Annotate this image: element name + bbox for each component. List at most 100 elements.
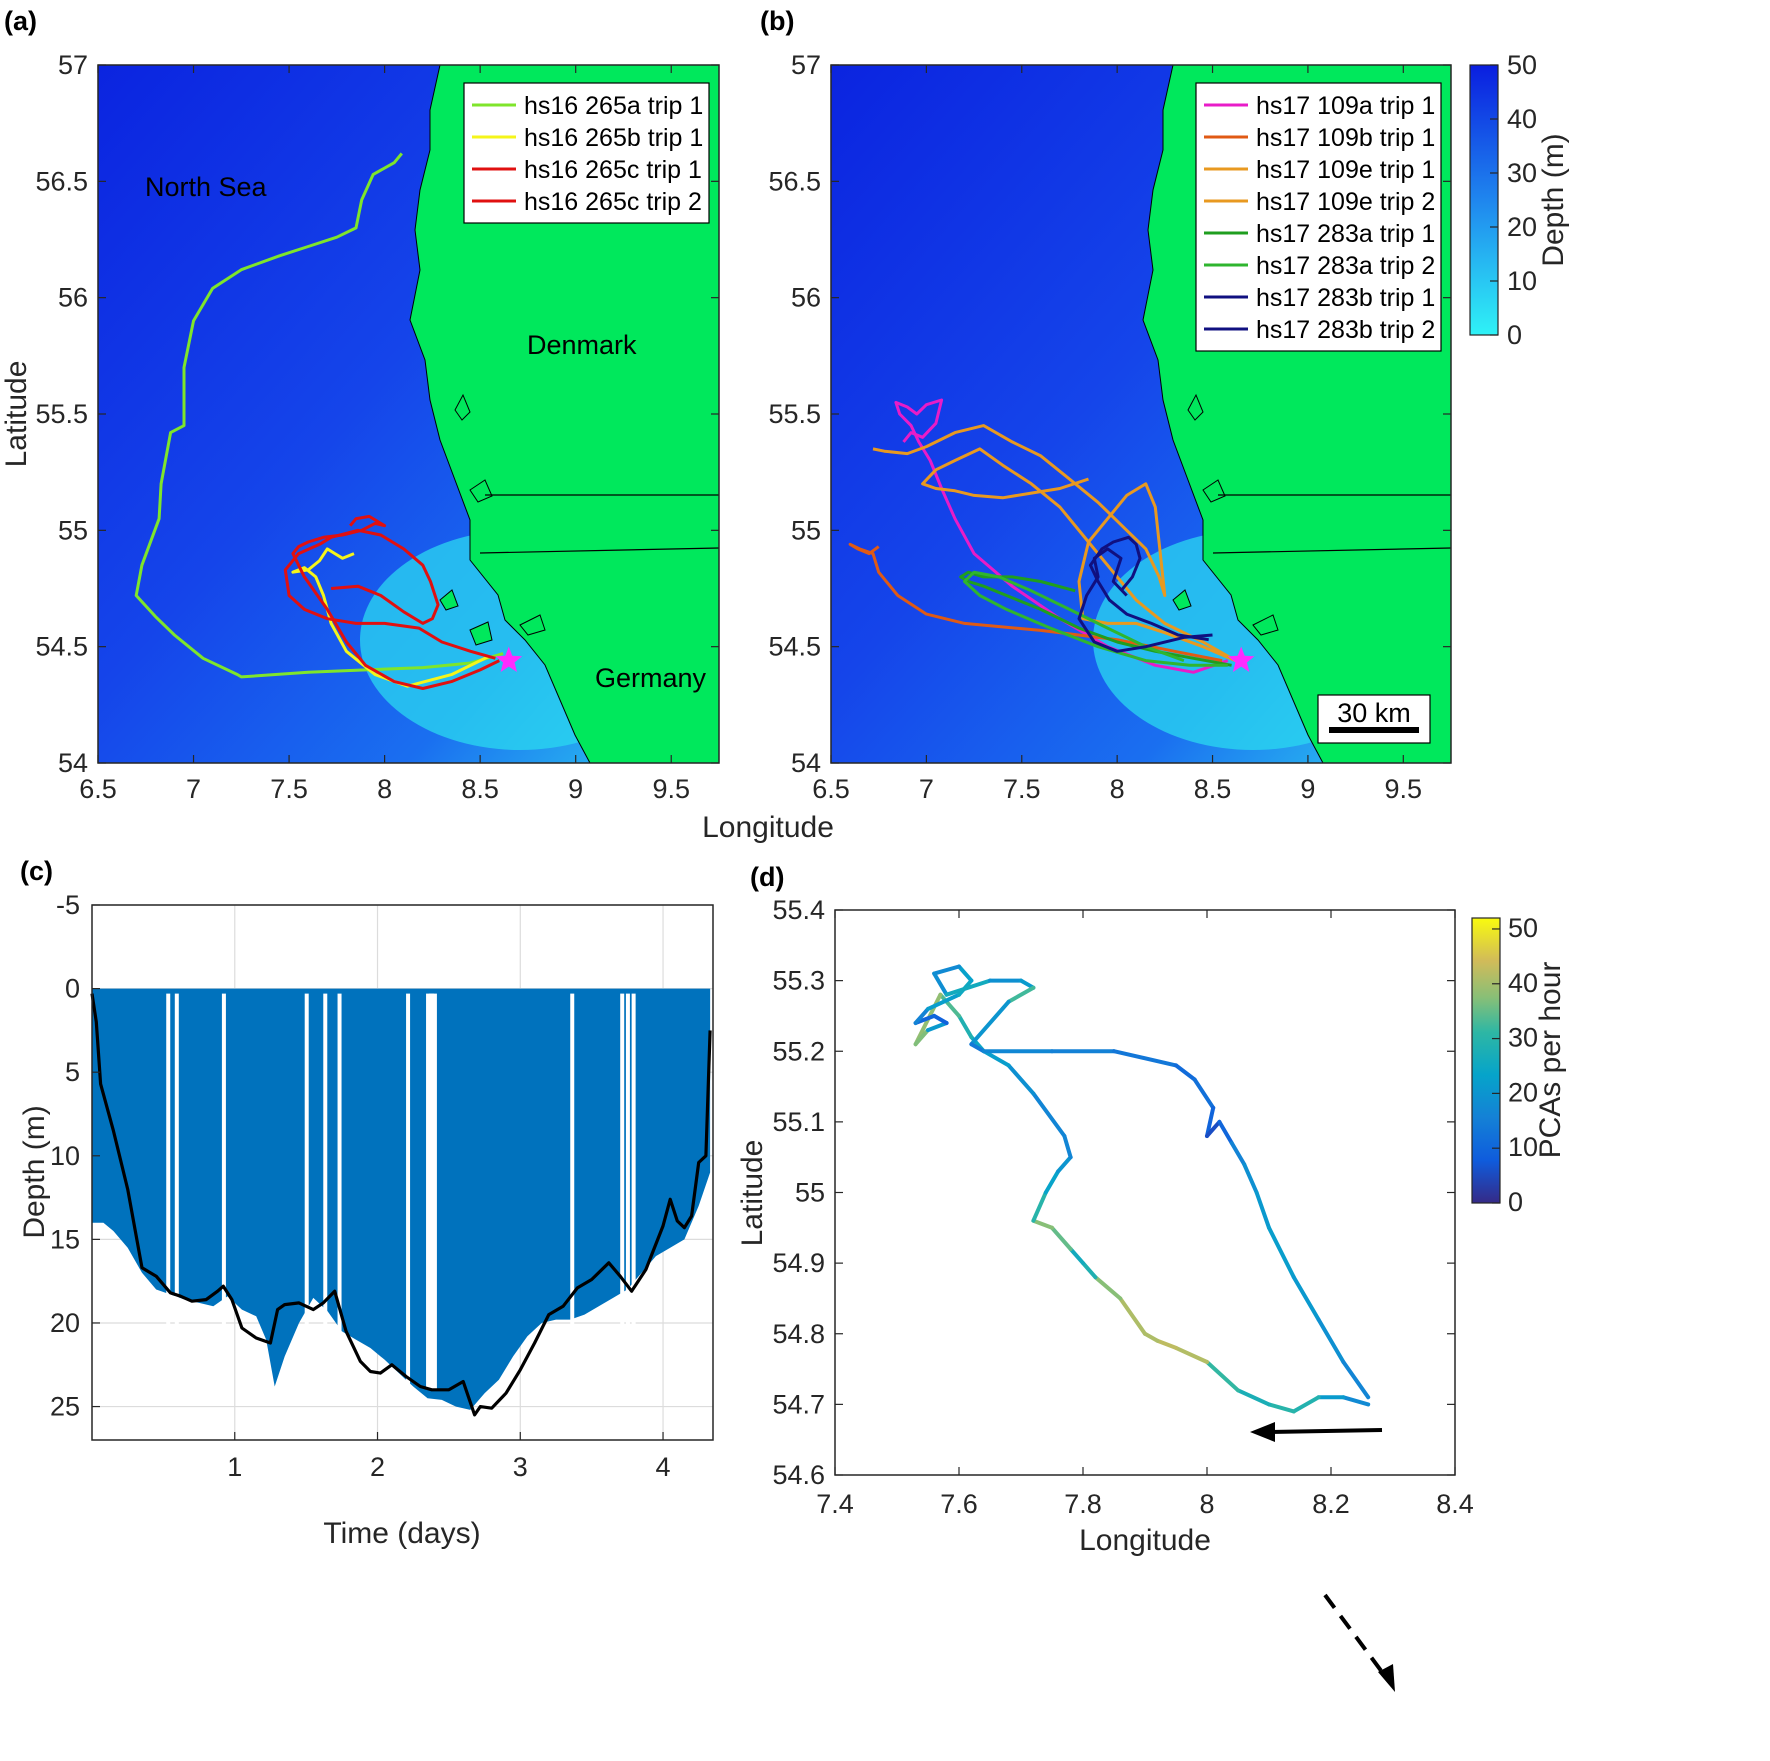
y-tick-label: 25 bbox=[50, 1392, 80, 1422]
x-tick-label: 9.5 bbox=[652, 774, 690, 804]
pca-colorbar-label: PCAs per hour bbox=[1534, 962, 1567, 1159]
x-axis-label: Time (days) bbox=[323, 1517, 480, 1550]
track-segment bbox=[944, 978, 992, 997]
x-tick-label: 8 bbox=[377, 774, 392, 804]
y-tick-label: 54 bbox=[791, 748, 821, 778]
track-segment bbox=[1031, 1091, 1067, 1138]
track-segment bbox=[1155, 1338, 1178, 1350]
panel-label-b: (b) bbox=[760, 6, 794, 36]
dashed-arrow bbox=[1323, 1593, 1390, 1682]
track-segment bbox=[1174, 1063, 1197, 1082]
depth-colorbar-label: Depth (m) bbox=[1537, 133, 1570, 266]
star-marker bbox=[495, 646, 523, 672]
track-segment bbox=[1291, 1395, 1321, 1414]
depth-colorbar-ticks: 0 10 20 30 40 50 bbox=[1490, 50, 1537, 350]
y-tick-label: 5 bbox=[65, 1057, 80, 1087]
arrow-head bbox=[1378, 1664, 1395, 1692]
island bbox=[454, 393, 471, 421]
colorbar-tick-label: 50 bbox=[1508, 913, 1538, 943]
colorbar-tick-label: 0 bbox=[1508, 1187, 1523, 1217]
dive-profile-panel: 1 2 3 4 -5 0 5 10 15 20 25 Time (days) Depth (m) bbox=[18, 890, 714, 1550]
x-tick-label: 3 bbox=[513, 1452, 528, 1482]
label-germany: Germany bbox=[595, 663, 707, 693]
track-segment bbox=[1205, 1105, 1216, 1138]
surface-interval bbox=[406, 993, 411, 1390]
island bbox=[519, 614, 546, 636]
track-segment bbox=[1341, 1395, 1371, 1407]
y-tick-label: 54.9 bbox=[772, 1248, 825, 1278]
legend-entry: hs16 265a trip 1 bbox=[524, 92, 703, 120]
track-3 bbox=[921, 447, 1233, 660]
track-segment bbox=[1217, 1119, 1234, 1146]
island bbox=[1187, 393, 1204, 421]
y-tick-label: 54.5 bbox=[768, 632, 821, 662]
track-segment bbox=[1043, 1169, 1061, 1195]
y-tick-label: 54.8 bbox=[772, 1319, 825, 1349]
colorbar-tick-label: 10 bbox=[1508, 1132, 1538, 1162]
island bbox=[1202, 479, 1226, 503]
map-x-axis-label: Longitude bbox=[702, 811, 834, 844]
y-tick-label: 55 bbox=[58, 515, 88, 545]
y-tick-label: 56 bbox=[58, 283, 88, 313]
track-segment bbox=[1143, 1331, 1160, 1343]
track-segment bbox=[1174, 1345, 1209, 1364]
track-segment bbox=[913, 1006, 930, 1025]
track-segment bbox=[957, 964, 974, 983]
y-tick-label: 54.6 bbox=[772, 1460, 825, 1490]
track-segment bbox=[1112, 1049, 1178, 1068]
border-line bbox=[1212, 547, 1451, 554]
panel-label-a: (a) bbox=[4, 6, 37, 36]
track-segment bbox=[969, 1042, 986, 1054]
x-tick-label: 8.5 bbox=[461, 774, 499, 804]
colorbar-tick-label: 20 bbox=[1508, 1077, 1538, 1107]
track-segment bbox=[1341, 1360, 1371, 1400]
pca-colorbar-bar bbox=[1471, 917, 1501, 1204]
x-tick-label: 7 bbox=[919, 774, 934, 804]
legend-entry: hs17 283b trip 1 bbox=[1256, 284, 1435, 312]
track-segment bbox=[932, 1013, 949, 1025]
colorbar-tick-label: 40 bbox=[1508, 968, 1538, 998]
y-tick-label: 15 bbox=[50, 1224, 80, 1254]
track-segment bbox=[1050, 1225, 1073, 1251]
tagging-site-star bbox=[495, 646, 523, 672]
island bbox=[1252, 614, 1279, 636]
surface-interval bbox=[166, 993, 171, 1390]
track-segment bbox=[1031, 1218, 1054, 1230]
surface-interval bbox=[570, 993, 575, 1390]
track-segment bbox=[1267, 1402, 1296, 1414]
legend-entry: hs16 265c trip 2 bbox=[524, 188, 702, 216]
y-tick-label: 56.5 bbox=[35, 166, 88, 196]
scale-bar-label: 30 km bbox=[1337, 698, 1411, 728]
surface-interval bbox=[221, 993, 226, 1390]
x-tick-label: 4 bbox=[656, 1452, 671, 1482]
track-segment bbox=[1291, 1275, 1321, 1322]
label-denmark: Denmark bbox=[527, 330, 637, 360]
island bbox=[439, 589, 459, 611]
legend-entry: hs17 283a trip 1 bbox=[1256, 220, 1435, 248]
plot-frame bbox=[91, 904, 714, 1441]
track-segment bbox=[938, 992, 961, 1018]
track-segment bbox=[1267, 1225, 1296, 1280]
legend-a: hs16 265a trip 1 hs16 265b trip 1 hs16 265… bbox=[463, 82, 710, 224]
track-segment bbox=[957, 1013, 974, 1040]
scale-bar-box bbox=[1317, 694, 1431, 744]
y-tick-label: 55.5 bbox=[768, 399, 821, 429]
y-tick-label: 10 bbox=[50, 1141, 80, 1171]
depth-colorbar-bar bbox=[1469, 64, 1499, 336]
track-segment bbox=[1229, 1141, 1247, 1167]
surface-interval bbox=[174, 993, 179, 1390]
legend-entry: hs17 109a trip 1 bbox=[1256, 92, 1435, 120]
tagging-site-star bbox=[1227, 646, 1255, 672]
y-axis-label: Depth (m) bbox=[18, 1105, 51, 1238]
track-segment bbox=[1192, 1077, 1216, 1110]
legend-entry: hs17 109b trip 1 bbox=[1256, 124, 1435, 152]
x-tick-label: 8 bbox=[1199, 1489, 1214, 1519]
colorbar-tick-label: 40 bbox=[1507, 104, 1537, 134]
y-tick-label: 56 bbox=[791, 283, 821, 313]
tracks-a bbox=[134, 152, 504, 690]
colorbar-tick-label: 50 bbox=[1507, 50, 1537, 80]
colorbar-tick-label: 10 bbox=[1507, 266, 1537, 296]
track-segment bbox=[1205, 1119, 1222, 1138]
y-tick-label: 55.3 bbox=[772, 966, 825, 996]
bathymetry-polyline bbox=[90, 993, 712, 1417]
